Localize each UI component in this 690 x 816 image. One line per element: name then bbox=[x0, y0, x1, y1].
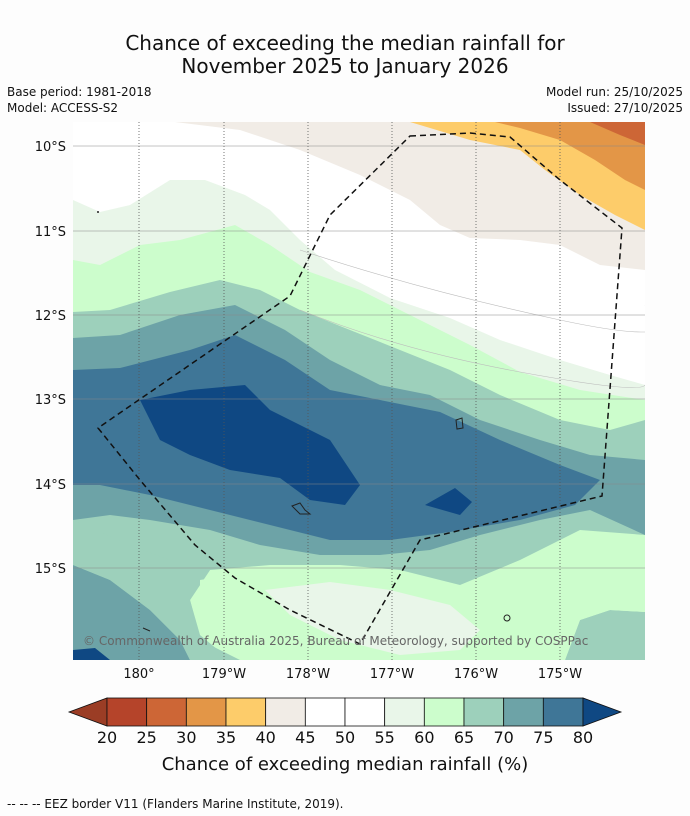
colorbar-tick-label: 65 bbox=[454, 728, 474, 747]
colorbar-tick-label: 35 bbox=[216, 728, 236, 747]
base-period: Base period: 1981-2018 bbox=[7, 85, 152, 99]
latitude-gridlines bbox=[73, 145, 645, 569]
colorbar-tick-label: 45 bbox=[295, 728, 315, 747]
colorbar-tick-label: 80 bbox=[573, 728, 593, 747]
copyright-notice: © Commonwealth of Australia 2025, Bureau… bbox=[83, 634, 588, 648]
contour-line bbox=[299, 309, 645, 388]
contour-70-75-sw bbox=[73, 565, 190, 660]
eez-legend-note: -- -- -- EEZ border V11 (Flanders Marine… bbox=[7, 797, 344, 811]
colorbar-tick-label: 30 bbox=[176, 728, 196, 747]
contour-65-70-se bbox=[565, 610, 645, 660]
map-plot-area: © Commonwealth of Australia 2025, Bureau… bbox=[73, 122, 645, 660]
colorbar-bin bbox=[265, 697, 306, 727]
colorbar-bin bbox=[503, 697, 544, 727]
lat-label-14s: 14°S bbox=[35, 478, 66, 493]
colorbar-bin bbox=[225, 697, 267, 727]
forecast-map-figure: © Commonwealth of Australia 2025, Bureau… bbox=[35, 122, 645, 775]
contour-25-30 bbox=[590, 122, 645, 145]
lat-label-15s: 15°S bbox=[35, 562, 66, 577]
lat-label-10s: 10°S bbox=[35, 140, 66, 155]
colorbar-bin bbox=[463, 697, 505, 727]
lon-label-180: 180° bbox=[123, 667, 154, 682]
colorbar-bin bbox=[146, 697, 187, 727]
lat-label-13s: 13°S bbox=[35, 393, 66, 408]
colorbar-tick-label: 20 bbox=[97, 728, 117, 747]
colorbar-bin bbox=[304, 697, 346, 727]
island-outline bbox=[455, 417, 464, 430]
title-line-2: November 2025 to January 2026 bbox=[181, 54, 509, 78]
colorbar-tick-label: 75 bbox=[533, 728, 553, 747]
lon-label-177w: 177°W bbox=[370, 667, 414, 682]
issued-date: Issued: 27/10/2025 bbox=[567, 101, 683, 115]
contour-40-45 bbox=[175, 122, 645, 270]
colorbar-bin bbox=[344, 697, 386, 727]
colorbar-bin bbox=[423, 697, 465, 727]
colorbar-tick-label: 60 bbox=[414, 728, 434, 747]
contour-75-80 bbox=[73, 335, 600, 540]
meta-right: Model run: 25/10/2025 Issued: 27/10/2025 bbox=[546, 84, 683, 116]
contour-80-plus-sw bbox=[73, 648, 110, 660]
island-outline bbox=[142, 627, 151, 632]
meta-left: Base period: 1981-2018 Model: ACCESS-S2 bbox=[7, 84, 152, 116]
contour-30-35 bbox=[495, 122, 645, 190]
colorbar-bin bbox=[384, 697, 425, 727]
colorbar: 20 25 30 35 40 45 50 55 60 65 70 75 80 bbox=[67, 697, 623, 747]
colorbar-bin bbox=[106, 697, 148, 727]
lon-label-178w: 178°W bbox=[286, 667, 330, 682]
lat-label-12s: 12°S bbox=[35, 309, 66, 324]
colorbar-tick-label: 70 bbox=[493, 728, 513, 747]
island-outline bbox=[291, 502, 312, 515]
eez-border bbox=[96, 132, 623, 645]
colorbar-bin bbox=[542, 697, 584, 727]
lat-label-11s: 11°S bbox=[35, 225, 66, 240]
title-line-1: Chance of exceeding the median rainfall … bbox=[125, 31, 565, 55]
island-dot bbox=[97, 211, 99, 213]
colorbar-over-arrow bbox=[582, 697, 623, 727]
colorbar-tick-label: 55 bbox=[374, 728, 394, 747]
colorbar-tick-label: 25 bbox=[136, 728, 156, 747]
colorbar-under-arrow bbox=[67, 697, 108, 727]
lon-label-175w: 175°W bbox=[538, 667, 582, 682]
colorbar-tick-label: 50 bbox=[335, 728, 355, 747]
contour-55-60-south bbox=[265, 582, 480, 655]
contour-65-70-sw bbox=[73, 520, 230, 660]
contour-line bbox=[299, 249, 645, 333]
contour-80-plus-east bbox=[425, 488, 472, 515]
model-run: Model run: 25/10/2025 bbox=[545, 85, 683, 99]
model-name: Model: ACCESS-S2 bbox=[7, 101, 119, 115]
colorbar-title: Chance of exceeding median rainfall (%) bbox=[162, 754, 529, 775]
colorbar-tick-label: 40 bbox=[255, 728, 275, 747]
island-outline bbox=[503, 614, 511, 622]
colorbar-bin bbox=[185, 697, 227, 727]
contour-80-plus bbox=[140, 385, 360, 505]
chart-title: Chance of exceeding the median rainfall … bbox=[0, 32, 690, 78]
lon-label-176w: 176°W bbox=[454, 667, 498, 682]
lon-label-179w: 179°W bbox=[202, 667, 246, 682]
